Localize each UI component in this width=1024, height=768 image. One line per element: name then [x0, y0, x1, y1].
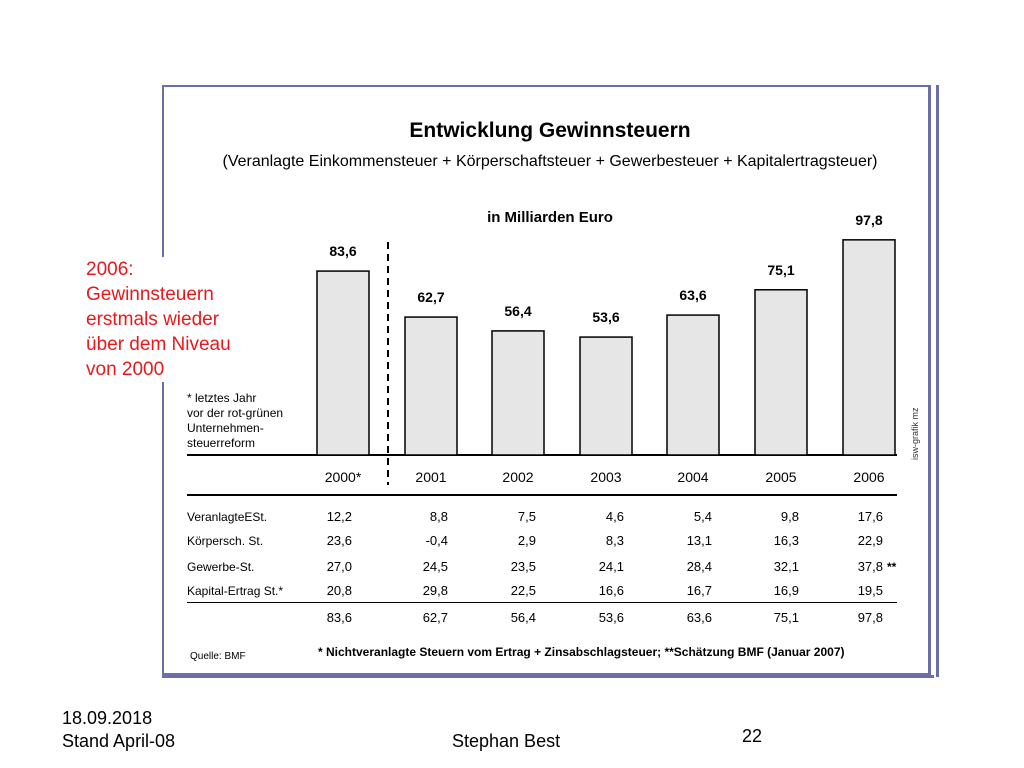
table-cell: 23,6 [326, 533, 352, 548]
annotation-line: 2006: [86, 259, 134, 280]
table-total-cell: 63,6 [686, 610, 712, 625]
table-cell: 32,1 [773, 559, 799, 574]
unit-label: in Milliarden Euro [487, 209, 613, 226]
frame-bottom-edge [162, 675, 934, 678]
x-tick-label: 2003 [590, 469, 622, 485]
x-tick-label: 2001 [415, 469, 447, 485]
table-row-label: VeranlagteESt. [187, 510, 268, 524]
table-sum-rule [187, 602, 897, 603]
annotation-line: über dem Niveau [86, 334, 231, 355]
table-cell: 24,1 [598, 559, 624, 574]
table-cell: 9,8 [780, 509, 799, 524]
x-tick-label: 2005 [765, 469, 797, 485]
table-cell: 29,8 [422, 583, 448, 598]
table-row-label: Körpersch. St. [187, 534, 264, 548]
table-total-cell: 53,6 [598, 610, 624, 625]
table-total-cell: 83,6 [326, 610, 352, 625]
slide-stand: Stand April-08 [62, 731, 176, 751]
bar [666, 314, 720, 456]
bar [754, 289, 808, 456]
table-cell: 13,1 [686, 533, 712, 548]
chart-footnote: * letztes Jahr vor der rot-grünen Untern… [187, 391, 307, 451]
frame-edge [928, 85, 931, 677]
slide-author: Stephan Best [452, 731, 561, 751]
footnote-line: * letztes Jahr [187, 391, 257, 405]
annotation-line: Gewinnsteuern [86, 284, 214, 305]
table-cell: 4,6 [605, 509, 624, 524]
table-cell: 12,2 [326, 509, 352, 524]
table-cell: 16,3 [773, 533, 799, 548]
table-cell: 8,3 [605, 533, 624, 548]
chart-subtitle: (Veranlagte Einkommensteuer + Körperscha… [222, 153, 878, 170]
table-cell: 24,5 [422, 559, 448, 574]
chart-title: Entwicklung Gewinnsteuern [409, 119, 691, 142]
table-top-rule [187, 494, 897, 496]
table-cell: 16,6 [598, 583, 624, 598]
x-tick-label: 2000* [324, 469, 362, 485]
table-total-cell: 62,7 [422, 610, 448, 625]
table-footnote: * Nichtveranlagte Steuern vom Ertrag + Z… [318, 645, 845, 659]
table-total-cell: 75,1 [773, 610, 799, 625]
x-tick-label: 2006 [853, 469, 885, 485]
table-cell: 16,7 [686, 583, 712, 598]
table-row-label: Gewerbe-St. [187, 560, 255, 574]
table-row-label: Kapital-Ertrag St.* [187, 584, 284, 598]
data-label: 97,8 [855, 211, 883, 228]
data-label: 56,4 [504, 302, 532, 319]
table-cell: 37,8 [857, 559, 883, 574]
footnote-line: steuerreform [187, 436, 256, 450]
table-total-cell: 97,8 [857, 610, 883, 625]
table-cell: 28,4 [686, 559, 712, 574]
annotation-line: von 2000 [86, 359, 165, 380]
table-cell: 5,4 [693, 509, 712, 524]
annotation-callout: 2006: Gewinnsteuern erstmals wieder über… [86, 257, 286, 382]
table-cell: 27,0 [326, 559, 352, 574]
table-cell: 19,5 [857, 583, 883, 598]
table-cell: 8,8 [429, 509, 448, 524]
table-cell: 7,5 [517, 509, 536, 524]
table-cell: 22,5 [510, 583, 536, 598]
data-label: 83,6 [329, 243, 357, 260]
bar [491, 330, 545, 456]
table-cell: 17,6 [857, 509, 883, 524]
footnote-line: vor der rot-grünen [187, 406, 284, 420]
data-label: 53,6 [592, 309, 620, 326]
bar [579, 336, 633, 456]
table-cell: 23,5 [510, 559, 536, 574]
table-cell: -0,4 [425, 533, 448, 548]
table-total-cell: 56,4 [510, 610, 536, 625]
table-cell: 20,8 [326, 583, 352, 598]
x-tick-label: 2004 [677, 469, 709, 485]
data-label: 75,1 [767, 261, 795, 278]
frame-edge-outer [936, 85, 939, 677]
x-tick-label: 2002 [502, 469, 534, 485]
footnote-line: Unternehmen- [187, 421, 264, 435]
graphic-credit: isw-grafik mz [910, 407, 920, 460]
bar [404, 316, 458, 456]
table-cell: 22,9 [857, 533, 883, 548]
table-cell: 16,9 [773, 583, 799, 598]
data-label: 63,6 [679, 287, 707, 304]
source-note: Quelle: BMF [190, 651, 246, 662]
estimate-mark: ** [887, 560, 897, 574]
table-cell: 2,9 [517, 533, 536, 548]
annotation-line: erstmals wieder [86, 309, 220, 330]
bar [316, 270, 370, 456]
bar [842, 239, 896, 456]
data-label: 62,7 [417, 289, 445, 306]
slide-date: 18.09.2018 [62, 708, 153, 728]
slide-page-number: 22 [742, 726, 763, 746]
